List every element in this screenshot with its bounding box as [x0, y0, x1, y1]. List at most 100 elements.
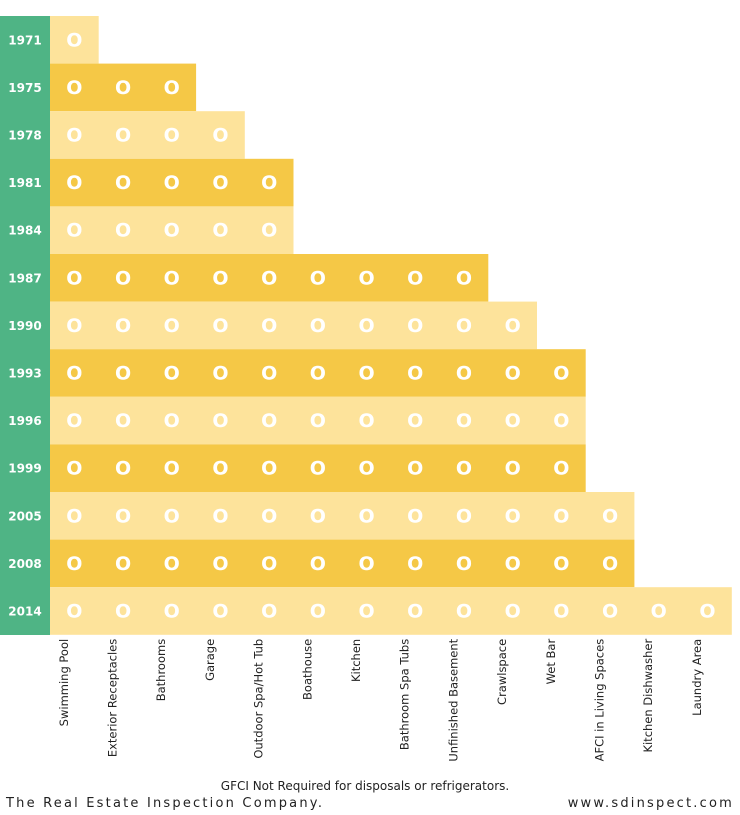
year-label: 1996: [8, 414, 41, 428]
footer-note: GFCI Not Required for disposals or refri…: [221, 779, 509, 793]
required-mark: O: [310, 601, 326, 623]
required-mark: O: [212, 410, 228, 432]
row-band: [50, 16, 99, 64]
row-band: [50, 492, 635, 540]
required-mark: O: [261, 553, 277, 575]
row-band: [50, 301, 537, 350]
required-mark: O: [164, 77, 180, 99]
required-mark: O: [164, 125, 180, 147]
required-mark: O: [115, 220, 131, 242]
required-mark: O: [651, 601, 667, 623]
year-label: 2008: [8, 557, 41, 571]
row-band: [50, 444, 586, 492]
required-mark: O: [407, 553, 423, 575]
required-mark: O: [407, 363, 423, 385]
required-mark: O: [66, 125, 82, 147]
required-mark: O: [602, 505, 618, 527]
column-label: Boathouse: [300, 639, 314, 700]
required-mark: O: [212, 363, 228, 385]
required-mark: O: [456, 410, 472, 432]
required-mark: O: [358, 553, 374, 575]
required-mark: O: [310, 267, 326, 289]
required-mark: O: [212, 553, 228, 575]
required-mark: O: [456, 458, 472, 480]
company-name: The Real Estate Inspection Company.: [5, 796, 324, 811]
required-mark: O: [505, 458, 521, 480]
year-label: 1975: [8, 81, 41, 95]
required-mark: O: [602, 553, 618, 575]
year-label: 1990: [8, 319, 41, 333]
required-mark: O: [261, 505, 277, 527]
required-mark: O: [115, 553, 131, 575]
required-mark: O: [66, 315, 82, 337]
required-mark: O: [164, 458, 180, 480]
column-label: AFCI in Living Spaces: [593, 639, 607, 762]
required-mark: O: [115, 505, 131, 527]
required-mark: O: [505, 363, 521, 385]
required-mark: O: [358, 410, 374, 432]
required-mark: O: [164, 172, 180, 194]
year-label: 1978: [8, 129, 41, 143]
required-mark: O: [115, 410, 131, 432]
required-mark: O: [66, 363, 82, 385]
column-label: Outdoor Spa/Hot Tub: [252, 639, 266, 759]
required-mark: O: [212, 601, 228, 623]
required-mark: O: [310, 505, 326, 527]
required-mark: O: [358, 505, 374, 527]
required-mark: O: [505, 410, 521, 432]
required-mark: O: [164, 267, 180, 289]
required-mark: O: [456, 315, 472, 337]
required-mark: O: [407, 315, 423, 337]
row-band: [50, 111, 245, 159]
required-mark: O: [553, 363, 569, 385]
required-mark: O: [358, 267, 374, 289]
required-mark: O: [407, 505, 423, 527]
required-mark: O: [310, 363, 326, 385]
required-mark: O: [358, 363, 374, 385]
required-mark: O: [407, 410, 423, 432]
row-band: [50, 539, 635, 588]
required-mark: O: [115, 458, 131, 480]
column-label: Bathrooms: [154, 639, 168, 701]
required-mark: O: [261, 267, 277, 289]
required-mark: O: [505, 601, 521, 623]
required-mark: O: [164, 220, 180, 242]
required-mark: O: [261, 363, 277, 385]
required-mark: O: [505, 553, 521, 575]
required-mark: O: [115, 315, 131, 337]
required-mark: O: [115, 601, 131, 623]
required-mark: O: [66, 458, 82, 480]
required-mark: O: [407, 601, 423, 623]
required-mark: O: [212, 220, 228, 242]
row-band: [50, 63, 197, 112]
required-mark: O: [212, 172, 228, 194]
required-mark: O: [456, 553, 472, 575]
year-label: 1984: [8, 224, 41, 238]
row-band: [50, 349, 586, 397]
required-mark: O: [407, 267, 423, 289]
required-mark: O: [358, 458, 374, 480]
required-mark: O: [505, 315, 521, 337]
website: www.sdinspect.com: [568, 796, 734, 811]
required-mark: O: [553, 410, 569, 432]
required-mark: O: [66, 267, 82, 289]
column-label: Exterior Receptacles: [106, 639, 120, 757]
required-mark: O: [212, 315, 228, 337]
required-mark: O: [310, 553, 326, 575]
required-mark: O: [212, 458, 228, 480]
row-band: [50, 206, 294, 254]
required-mark: O: [261, 458, 277, 480]
required-mark: O: [358, 315, 374, 337]
required-mark: O: [164, 315, 180, 337]
required-mark: O: [456, 363, 472, 385]
column-label: Unfinished Basement: [446, 638, 460, 761]
required-mark: O: [261, 220, 277, 242]
required-mark: O: [212, 125, 228, 147]
required-mark: O: [456, 505, 472, 527]
year-label: 1981: [8, 176, 41, 190]
required-mark: O: [115, 267, 131, 289]
column-label: Laundry Area: [690, 639, 704, 716]
required-mark: O: [456, 601, 472, 623]
required-mark: O: [553, 458, 569, 480]
column-label: Swimming Pool: [57, 639, 71, 727]
